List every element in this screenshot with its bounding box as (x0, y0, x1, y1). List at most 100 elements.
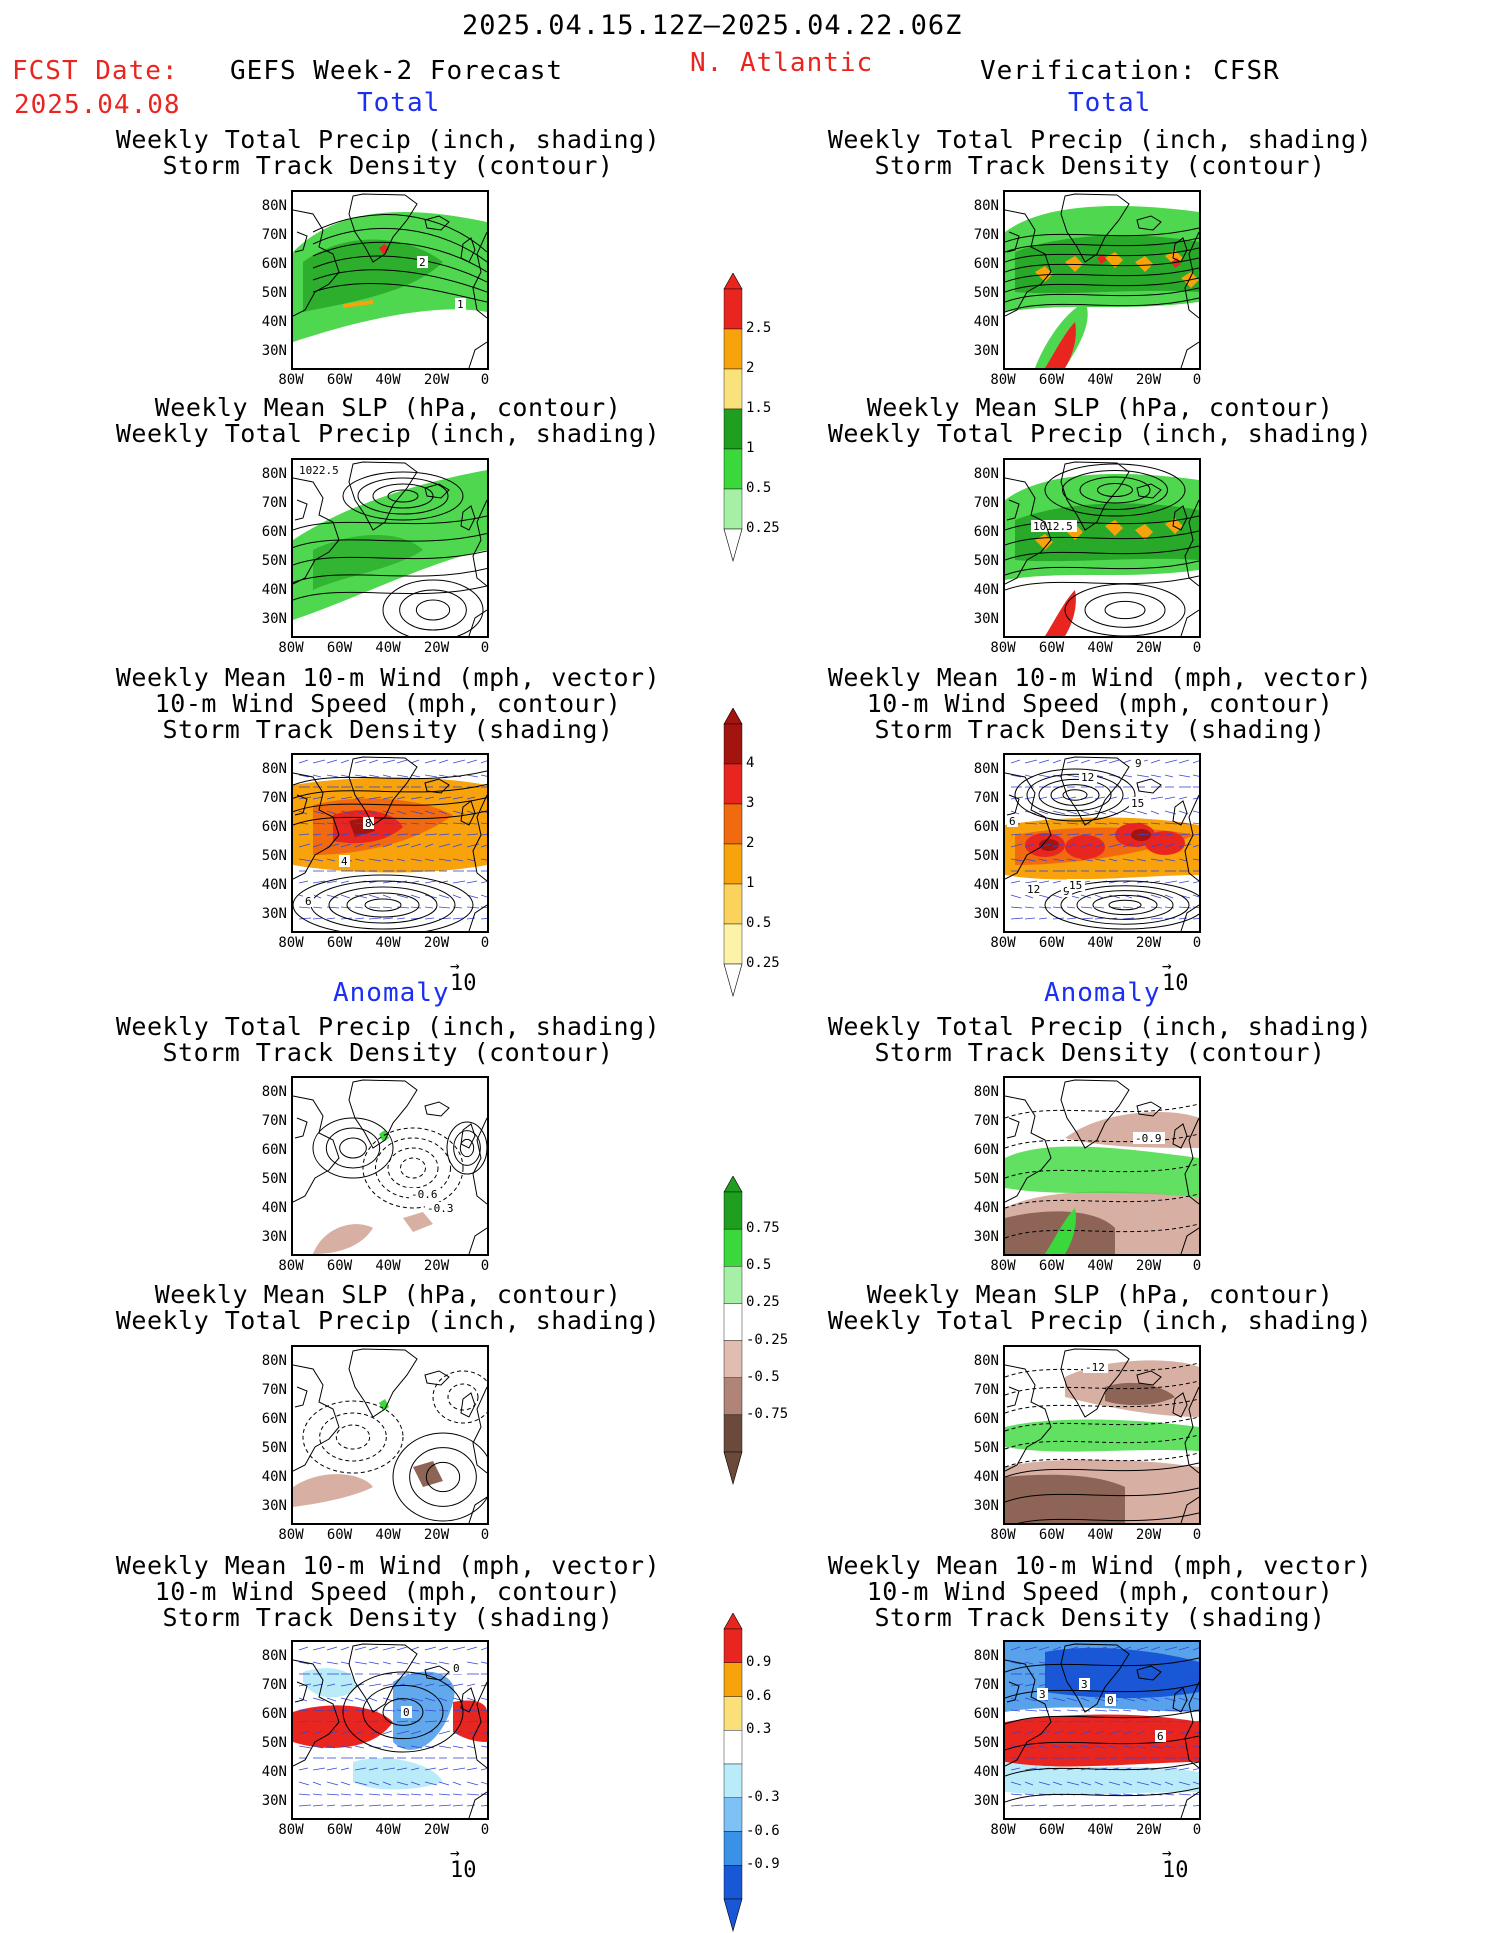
wind-vector (1024, 796, 1036, 800)
wind-vector (1066, 917, 1077, 920)
storm-density-shading (1145, 831, 1185, 855)
svg-text:-12: -12 (1085, 1361, 1105, 1374)
lat-tick-label: 60N (973, 1411, 999, 1427)
wind-vector (326, 1804, 336, 1807)
lon-tick-label: 40W (375, 640, 401, 656)
wind-vector (340, 833, 351, 836)
lon-tick-label: 40W (1087, 1822, 1113, 1838)
slp-contour (293, 515, 487, 531)
wind-vector (466, 843, 480, 848)
iceland-coastline (1136, 215, 1162, 231)
wind-vector (410, 1745, 423, 1749)
wind-vector (382, 796, 394, 800)
wind-vector (1150, 858, 1164, 862)
wind-vector (1122, 1793, 1134, 1796)
precip-high-shading (1035, 266, 1053, 282)
contour-label: 6 (303, 895, 314, 908)
panel-title-line: Weekly Total Precip (inch, shading) (827, 125, 1373, 154)
lon-tick-label: 80W (990, 935, 1016, 951)
wind-vector (1150, 774, 1162, 778)
lat-tick-label: 30N (973, 906, 999, 922)
storm-track-contour (1005, 247, 1199, 263)
colorbar-tick-label: 0.25 (746, 1294, 780, 1311)
storm-track-anomaly-contour (453, 1130, 481, 1166)
wind-vector (438, 810, 448, 815)
precip-anom-colorbar (723, 1176, 743, 1486)
wind-vector (1178, 822, 1190, 825)
lat-tick-label: 30N (261, 343, 287, 359)
precip-anomaly-shading (403, 1212, 433, 1232)
wind-vector (298, 843, 311, 848)
slp-contour (1005, 515, 1199, 531)
colorbar-tick-label: 2 (746, 835, 755, 851)
wind-vector (424, 1781, 438, 1786)
north-america-coastline (1005, 1364, 1052, 1472)
panel-title-line: Storm Track Density (shading) (162, 1603, 614, 1632)
wind-vector (1066, 1730, 1076, 1735)
wind-vector (382, 1646, 396, 1651)
wind-vector (438, 833, 450, 836)
iceland-coastline (1136, 483, 1162, 499)
storm-track-anomaly-contour (446, 1121, 487, 1175)
wind-vector (452, 917, 464, 920)
wind-vector (1150, 759, 1161, 764)
wind-vector (1052, 1646, 1062, 1651)
contour-label: 12 (1079, 771, 1097, 784)
colorbar-segment (723, 883, 743, 925)
wind-vector (312, 822, 326, 825)
colorbar-segment (723, 1763, 743, 1798)
africa-coastline (1180, 904, 1199, 931)
wind-vector (1192, 1720, 1199, 1723)
lat-tick-label: 30N (973, 1793, 999, 1809)
lat-tick-label: 80N (973, 761, 999, 777)
wind-vector (1066, 1709, 1079, 1712)
wind-anomaly-contour (342, 1671, 464, 1753)
wind-vector (326, 1781, 339, 1786)
fcst-date-value: 2025.04.08 (14, 90, 181, 120)
wind-vector (368, 894, 380, 899)
lat-tick-label: 60N (261, 1411, 287, 1427)
colorbar-segment (723, 448, 743, 490)
wind-vector (1192, 1647, 1199, 1651)
wind-vector (312, 1781, 322, 1786)
lat-tick-label: 50N (261, 1171, 287, 1187)
svg-text:15: 15 (1131, 797, 1144, 810)
wind-vector (354, 1767, 367, 1771)
wind-vector (1178, 1730, 1192, 1735)
wind-vector (340, 1730, 352, 1735)
wind-vector (1024, 1745, 1036, 1749)
wind-vector (298, 1709, 309, 1712)
wind-speed-contour (1092, 894, 1158, 916)
lat-tick-label: 60N (261, 1706, 287, 1722)
reference-vector: → 10 (450, 958, 477, 997)
colorbar-tick-label: 0.9 (746, 1653, 772, 1670)
lat-tick-label: 70N (973, 495, 999, 511)
wind-vector (1066, 906, 1076, 909)
wind-vector (438, 1709, 449, 1712)
lon-tick-label: 60W (326, 1258, 353, 1274)
wind-vector (410, 810, 424, 815)
wind-vector (1192, 1684, 1199, 1687)
wind-vector (1066, 796, 1077, 800)
europe-coastline (472, 499, 487, 587)
wind-vector (1052, 1745, 1065, 1749)
wind-vector (1024, 880, 1038, 884)
fc-anom-slp-title: Weekly Mean SLP (hPa, contour) Weekly Tot… (98, 1282, 678, 1334)
wind-vector (1080, 1781, 1092, 1786)
contour-label: 3 (1079, 1678, 1090, 1691)
wind-vector (354, 1793, 364, 1796)
wind-vector (354, 1709, 367, 1712)
wind-vector (452, 822, 466, 825)
lat-tick-label: 40N (261, 582, 287, 598)
wind-vector (396, 1646, 408, 1651)
lon-tick-label: 40W (1087, 640, 1113, 656)
greenland-coastline (1060, 461, 1130, 531)
wind-vector (312, 1661, 322, 1665)
wind-vector (438, 1767, 449, 1771)
storm-track-contour (312, 255, 487, 283)
colorbar-segment (723, 1831, 743, 1866)
wind-vector (410, 822, 420, 825)
slp-anomaly-contour (392, 1432, 487, 1522)
vf-total-wind-map: 12 9 6 15 12 9 15 (1003, 753, 1201, 933)
